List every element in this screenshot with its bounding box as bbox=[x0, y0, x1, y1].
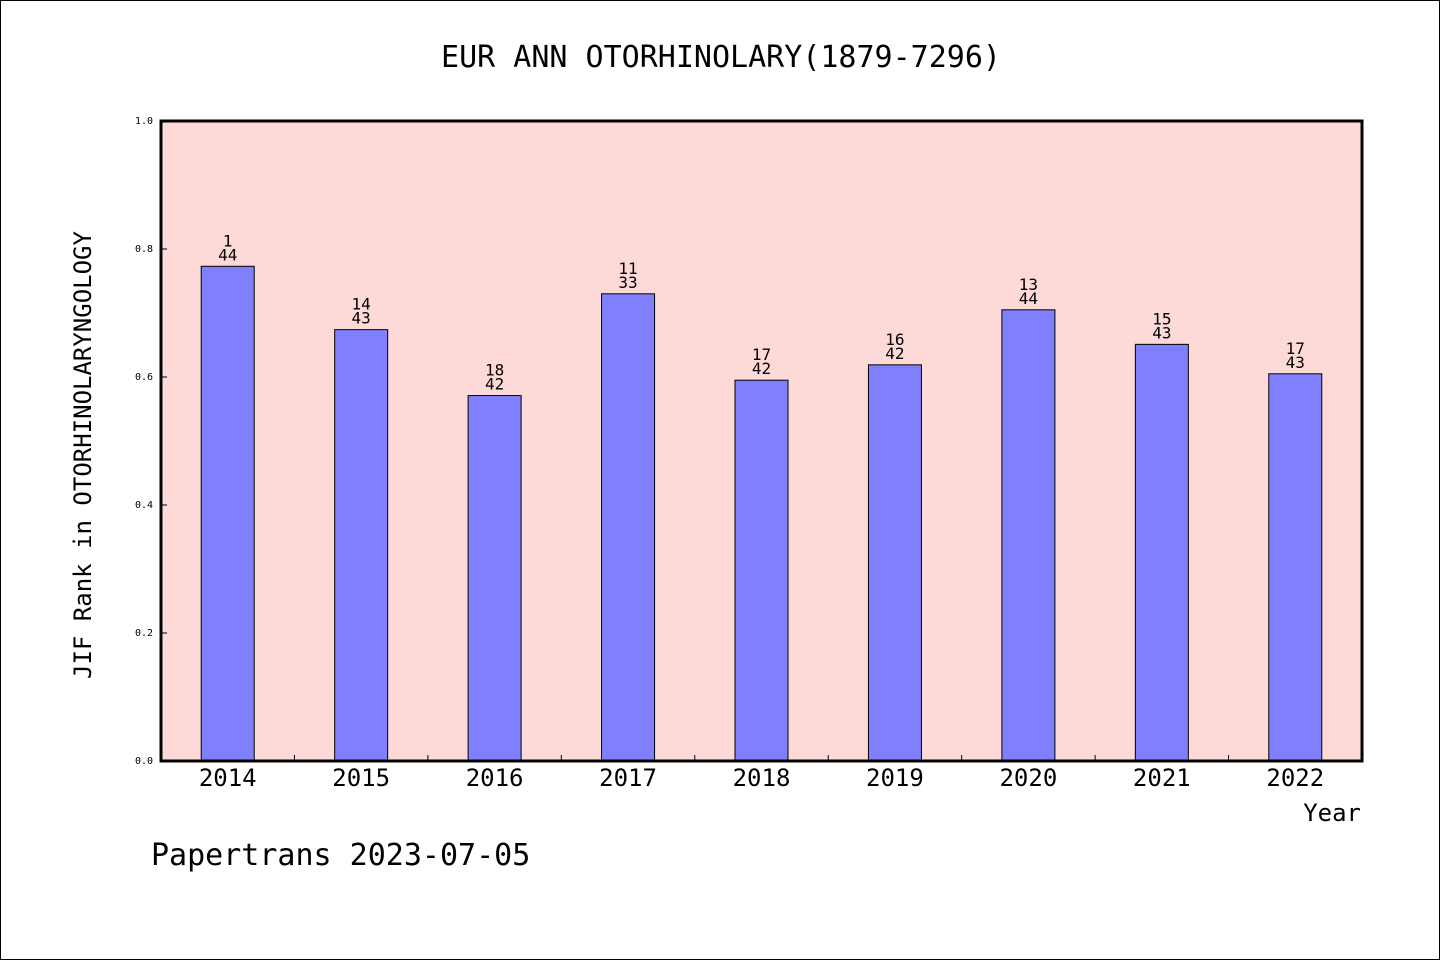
x-tick-label: 2022 bbox=[1266, 764, 1324, 792]
bar-rank-label: 18 bbox=[485, 361, 504, 380]
bar-total-label: 42 bbox=[752, 359, 771, 378]
x-tick-label: 2021 bbox=[1133, 764, 1191, 792]
y-tick-label: 0.6 bbox=[135, 372, 153, 383]
bar bbox=[200, 265, 255, 762]
bar bbox=[601, 293, 656, 762]
y-tick-label: 0.4 bbox=[135, 500, 153, 511]
bar bbox=[867, 364, 922, 762]
bar-total-label: 33 bbox=[618, 273, 637, 292]
x-tick-label: 2020 bbox=[999, 764, 1057, 792]
bar-total-label: 42 bbox=[885, 344, 904, 363]
y-tick-label: 0.0 bbox=[135, 756, 153, 767]
x-tick-label: 2019 bbox=[866, 764, 924, 792]
bar-total-label: 43 bbox=[352, 309, 371, 328]
x-tick-label: 2018 bbox=[733, 764, 791, 792]
bar-total-label: 43 bbox=[1286, 353, 1305, 372]
bar-total-label: 44 bbox=[218, 245, 237, 264]
bar-total-label: 43 bbox=[1152, 323, 1171, 342]
plot-border bbox=[159, 119, 1364, 763]
footer-text: Papertrans 2023-07-05 bbox=[151, 838, 530, 873]
x-tick-label: 2014 bbox=[199, 764, 257, 792]
bar bbox=[1001, 309, 1056, 762]
bar-total-label: 42 bbox=[485, 375, 504, 394]
y-tick-label: 0.8 bbox=[135, 244, 153, 255]
bar-rank-label: 15 bbox=[1152, 309, 1171, 328]
bar bbox=[1268, 373, 1323, 762]
x-axis-label: Year bbox=[1303, 799, 1361, 827]
y-tick-label: 0.2 bbox=[135, 628, 153, 639]
bar-rank-label: 1 bbox=[223, 231, 233, 250]
bar-rank-label: 16 bbox=[885, 330, 904, 349]
bar bbox=[334, 329, 389, 762]
bar bbox=[734, 379, 789, 762]
bar-rank-label: 17 bbox=[1286, 339, 1305, 358]
bar-rank-label: 14 bbox=[352, 295, 371, 314]
y-tick-label: 1.0 bbox=[135, 116, 153, 127]
bar bbox=[467, 395, 522, 762]
chart-title: EUR ANN OTORHINOLARY(1879-7296) bbox=[441, 40, 1001, 75]
x-tick-label: 2015 bbox=[332, 764, 390, 792]
y-axis-label: JIF Rank in OTORHINOLARYNGOLOGY bbox=[69, 230, 97, 678]
x-axis-ticks: 2014 2015 2016 2017 2018 2019 2020 2021 2022 bbox=[199, 755, 1324, 792]
x-tick-label: 2017 bbox=[599, 764, 657, 792]
x-tick-label: 2016 bbox=[466, 764, 524, 792]
bar-rank-label: 11 bbox=[618, 259, 637, 278]
bar bbox=[1134, 343, 1189, 762]
bar-total-label: 44 bbox=[1019, 289, 1038, 308]
bar-rank-label: 13 bbox=[1019, 275, 1038, 294]
bar-rank-label: 17 bbox=[752, 345, 771, 364]
